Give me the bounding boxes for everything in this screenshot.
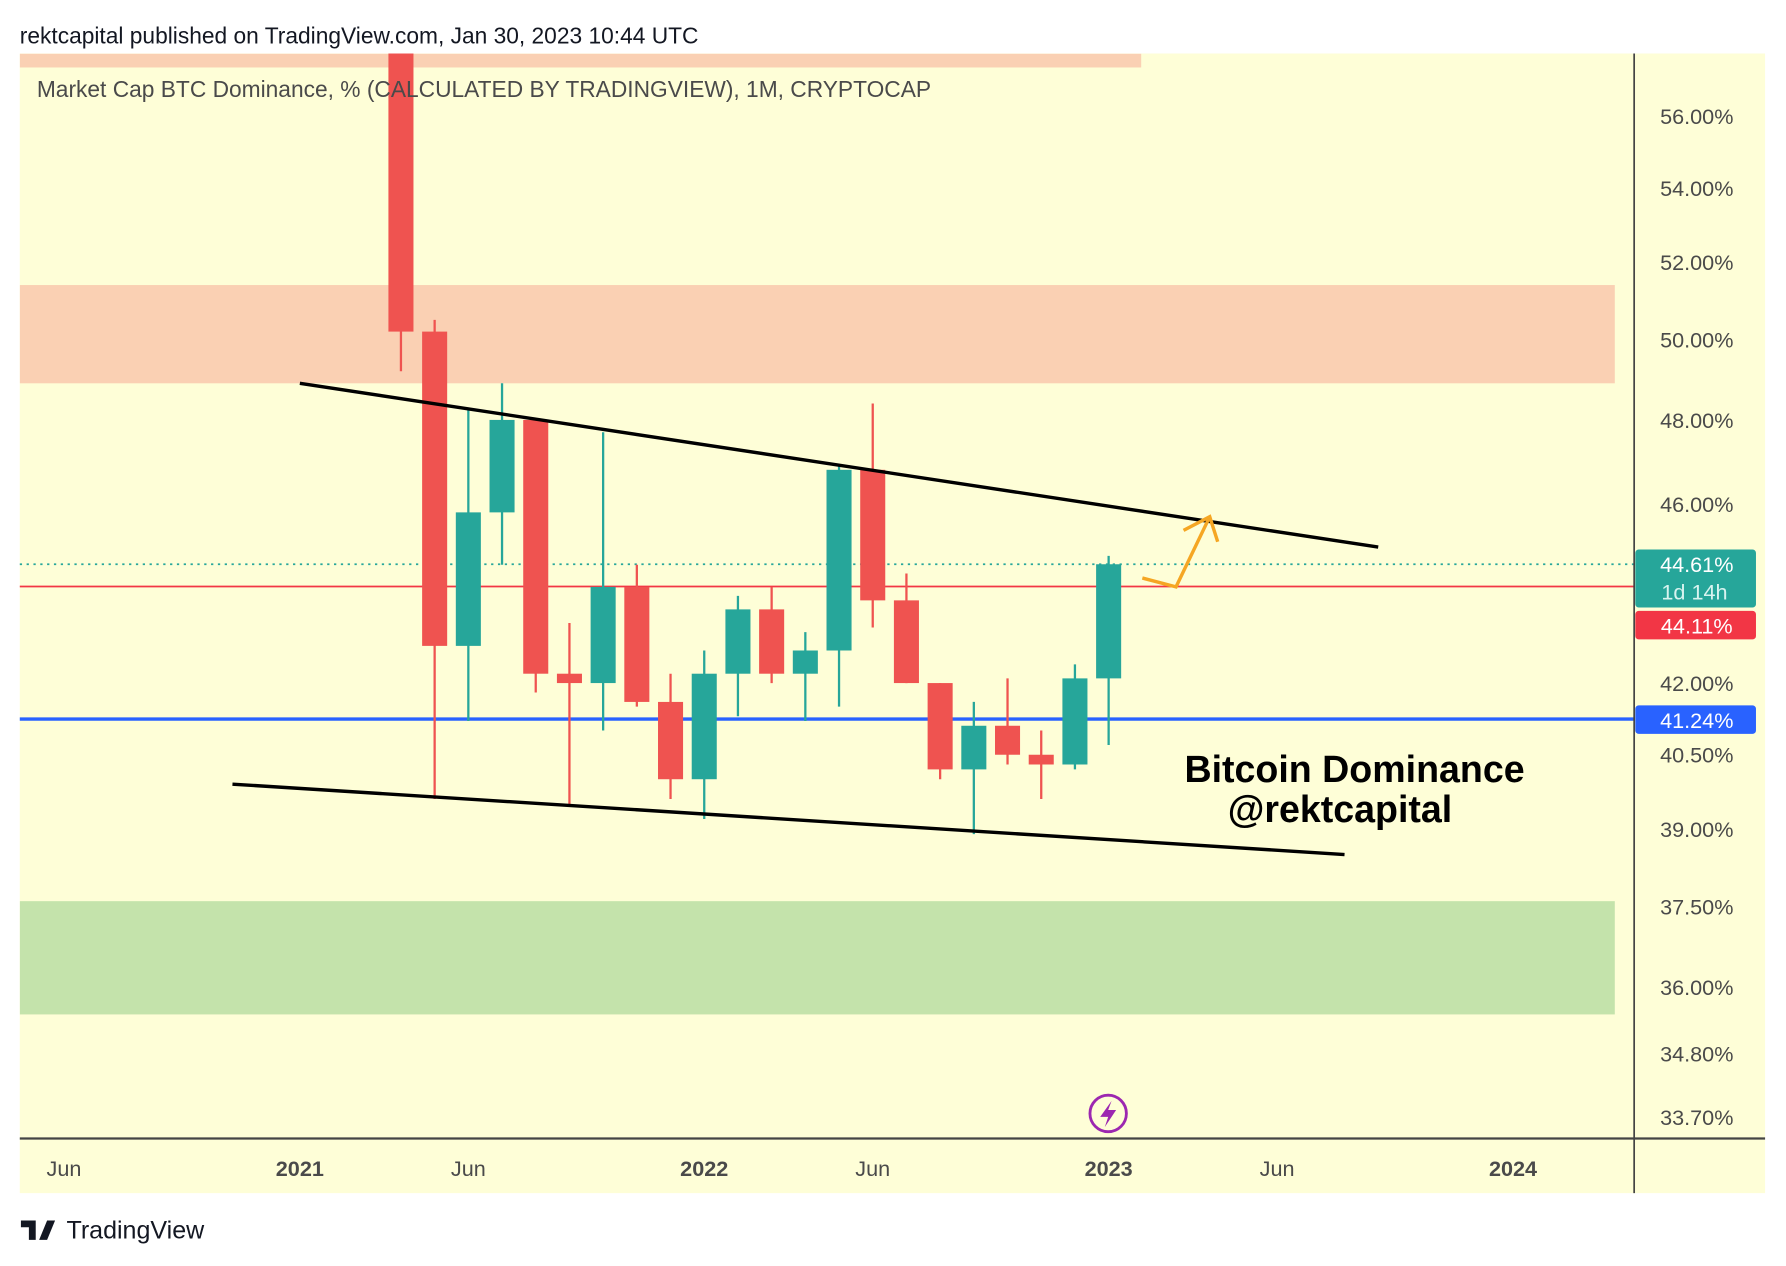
candle-2022-04[interactable] — [792, 632, 818, 721]
price-tag-bg — [1635, 610, 1756, 640]
price-tag-bg — [1635, 705, 1756, 734]
top-zone — [19, 53, 1142, 68]
red-level-tag: 44.11% — [1635, 610, 1756, 640]
candle-body — [388, 53, 414, 332]
x-tick-label: Jun — [1260, 1156, 1295, 1181]
candle-2021-11[interactable] — [624, 564, 650, 707]
candle-body — [1096, 564, 1122, 679]
candle-body — [961, 725, 987, 770]
candle-body — [995, 725, 1021, 755]
candle-2021-10[interactable] — [590, 432, 616, 731]
arrow-head-icon — [1182, 514, 1220, 543]
candle-2022-09[interactable] — [961, 701, 987, 835]
y-tick-label: 56.00% — [1660, 104, 1733, 129]
price-tag-bg — [1635, 549, 1756, 608]
candle-2021-04[interactable] — [388, 0, 414, 372]
candle-body — [927, 683, 953, 770]
x-tick-label: Jun — [855, 1156, 890, 1181]
y-tick-label: 52.00% — [1660, 250, 1733, 275]
y-tick-label: 48.00% — [1660, 408, 1733, 433]
y-tick-label: 50.00% — [1660, 327, 1733, 352]
candle-body — [624, 586, 650, 702]
x-tick-label: Jun — [47, 1156, 82, 1181]
arrow-path[interactable] — [1141, 515, 1212, 589]
candle-body — [1028, 754, 1054, 765]
candle-2022-03[interactable] — [759, 586, 785, 684]
candle-2022-05[interactable] — [826, 465, 852, 707]
publish-info: rektcapital published on TradingView.com… — [20, 22, 699, 48]
candle-2021-08[interactable] — [523, 419, 549, 693]
candle-2021-12[interactable] — [658, 673, 684, 800]
y-tick-label: 33.70% — [1660, 1105, 1733, 1130]
price-tag-label: 41.24% — [1660, 708, 1733, 733]
candle-2022-02[interactable] — [725, 595, 751, 717]
candle-body — [489, 419, 515, 513]
candle-2022-07[interactable] — [893, 573, 919, 684]
candle-body — [422, 331, 448, 646]
annotation-line1: Bitcoin Dominance — [1184, 748, 1524, 790]
candle-2022-12[interactable] — [1062, 664, 1088, 770]
countdown-label: 1d 14h — [1661, 580, 1727, 605]
candle-2022-10[interactable] — [995, 678, 1021, 765]
tradingview-logo[interactable]: TradingView — [20, 1217, 205, 1245]
chart-background — [19, 53, 1766, 1194]
candle-body — [455, 512, 481, 646]
x-tick-label: 2024 — [1489, 1156, 1537, 1181]
candle-body — [759, 609, 785, 674]
support-zone — [19, 901, 1615, 1015]
candle-body — [893, 600, 919, 684]
candle-2022-08[interactable] — [927, 683, 953, 780]
candle-2022-06[interactable] — [860, 403, 886, 628]
blue-level-tag: 41.24% — [1635, 705, 1756, 734]
candle-body — [523, 419, 549, 674]
candle-2022-01[interactable] — [691, 650, 717, 820]
price-tag-label: 44.11% — [1661, 614, 1733, 639]
trendline-upper[interactable] — [299, 381, 1379, 549]
y-tick-label: 42.00% — [1660, 671, 1733, 696]
candle-body — [658, 701, 684, 780]
last-price-tag: 44.61% 1d 14h — [1635, 549, 1756, 608]
x-tick-label: 2022 — [680, 1156, 728, 1181]
candle-body — [590, 586, 616, 684]
candle-2021-06[interactable] — [455, 407, 481, 721]
tradingview-brand: TradingView — [66, 1217, 205, 1245]
y-tick-label: 46.00% — [1660, 492, 1733, 517]
candle-2021-09[interactable] — [556, 622, 582, 805]
lightning-icon[interactable] — [1088, 1093, 1128, 1134]
x-tick-label: 2023 — [1085, 1156, 1133, 1181]
candle-body — [860, 469, 886, 601]
chart-title: Market Cap BTC Dominance, % (CALCULATED … — [37, 76, 931, 102]
candle-body — [826, 469, 852, 651]
y-tick-label: 36.00% — [1660, 975, 1733, 1000]
y-tick-label: 54.00% — [1660, 176, 1733, 201]
candle-body — [691, 673, 717, 780]
candle-body — [725, 609, 751, 674]
y-tick-label: 39.00% — [1660, 817, 1733, 842]
candle-body — [1062, 678, 1088, 765]
candle-2021-05[interactable] — [422, 319, 448, 800]
y-tick-label: 34.80% — [1660, 1042, 1733, 1067]
y-tick-label: 37.50% — [1660, 894, 1733, 919]
candle-body — [556, 673, 582, 684]
candle-2023-01[interactable] — [1096, 555, 1122, 746]
candle-body — [792, 650, 818, 674]
y-tick-label: 40.50% — [1660, 743, 1733, 768]
resistance-zone — [19, 285, 1615, 384]
x-tick-label: Jun — [451, 1156, 486, 1181]
price-tag-label: 44.61% — [1660, 552, 1733, 577]
x-tick-label: 2021 — [276, 1156, 324, 1181]
trendline-lower[interactable] — [232, 782, 1345, 857]
annotation-line2: @rektcapital — [1228, 788, 1453, 830]
candle-2022-11[interactable] — [1028, 730, 1054, 800]
